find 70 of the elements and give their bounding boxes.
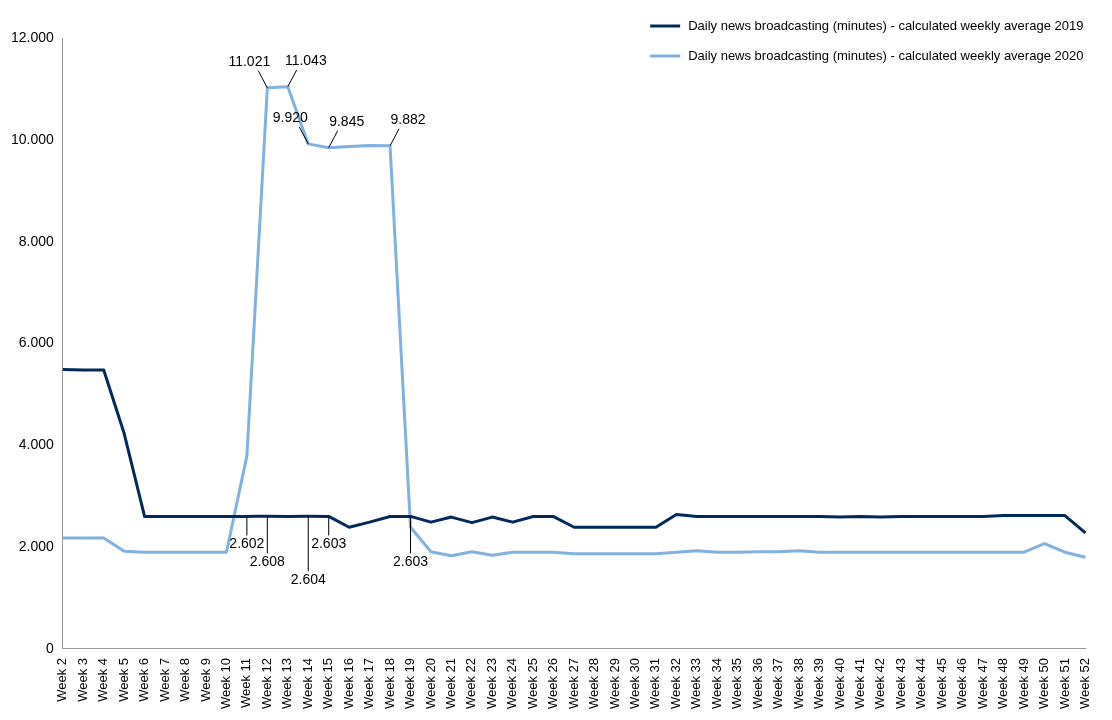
x-tick-label: Week 19	[402, 657, 418, 710]
data-label: 2.604	[290, 571, 326, 588]
x-tick-label: Week 28	[586, 657, 602, 710]
x-tick-label: Week 14	[299, 657, 315, 710]
x-tick-label: Week 13	[279, 657, 295, 710]
data-label: 9.882	[390, 110, 426, 127]
x-tick-label: Week 47	[974, 657, 990, 710]
y-tick-label: 8.000	[18, 232, 55, 249]
x-tick-label: Week 42	[872, 657, 888, 710]
x-tick-label: Week 51	[1056, 657, 1072, 710]
y-tick-label: 6.000	[18, 334, 55, 351]
x-tick-label: Week 21	[442, 657, 458, 710]
x-tick-label: Week 9	[197, 657, 213, 702]
data-label: 2.603	[311, 535, 347, 552]
x-tick-label: Week 39	[811, 657, 827, 710]
x-tick-label: Week 46	[954, 657, 970, 710]
data-label: 11.021	[228, 52, 271, 69]
x-tick-label: Week 10	[218, 657, 234, 710]
x-tick-label: Week 43	[892, 657, 908, 710]
x-tick-label: Week 16	[340, 657, 356, 710]
x-tick-label: Week 33	[688, 657, 704, 710]
x-tick-label: Week 12	[258, 657, 274, 710]
x-tick-label: Week 41	[852, 657, 868, 710]
x-tick-label: Week 49	[1015, 657, 1031, 710]
x-tick-label: Week 11	[238, 657, 254, 709]
x-tick-label: Week 4	[95, 657, 111, 702]
y-tick-label: 4.000	[18, 436, 55, 453]
x-tick-label: Week 36	[749, 657, 765, 710]
x-tick-label: Week 44	[913, 657, 929, 710]
x-tick-label: Week 37	[770, 657, 786, 710]
x-tick-label: Week 20	[422, 657, 438, 710]
x-tick-label: Week 34	[708, 657, 724, 710]
x-tick-label: Week 6	[136, 657, 152, 702]
x-tick-label: Week 17	[361, 657, 377, 710]
x-tick-label: Week 32	[667, 657, 683, 710]
y-tick-label: 0	[46, 639, 55, 656]
x-tick-label: Week 23	[483, 657, 499, 710]
x-tick-label: Week 5	[115, 657, 131, 702]
x-tick-label: Week 52	[1076, 657, 1092, 710]
x-tick-label: Week 38	[790, 657, 806, 710]
x-tick-label: Week 50	[1036, 657, 1052, 710]
x-tick-label: Week 24	[504, 657, 520, 710]
x-tick-label: Week 18	[381, 657, 397, 710]
x-tick-label: Week 22	[463, 657, 479, 710]
data-label: 9.920	[272, 108, 308, 125]
x-tick-label: Week 40	[831, 657, 847, 710]
x-tick-label: Week 3	[74, 657, 90, 702]
x-tick-label: Week 25	[524, 657, 540, 710]
x-tick-label: Week 26	[545, 657, 561, 710]
y-tick-label: 10.000	[10, 130, 55, 147]
legend-label: Daily news broadcasting (minutes) - calculated weekly average 2019	[688, 17, 1084, 33]
x-tick-label: Week 27	[565, 657, 581, 710]
x-tick-label: Week 30	[627, 657, 643, 710]
x-tick-label: Week 2	[54, 657, 70, 702]
x-tick-label: Week 29	[606, 657, 622, 710]
y-tick-label: 12.000	[10, 28, 55, 45]
data-label: 2.602	[229, 535, 265, 552]
x-tick-label: Week 45	[933, 657, 949, 710]
x-tick-label: Week 31	[647, 657, 663, 710]
data-label: 2.603	[392, 553, 429, 570]
y-tick-label: 2.000	[18, 537, 55, 554]
data-label: 11.043	[284, 51, 327, 68]
data-label: 9.845	[329, 112, 365, 129]
x-tick-label: Week 48	[995, 657, 1011, 710]
x-tick-label: Week 7	[156, 657, 172, 702]
x-tick-label: Week 15	[320, 657, 336, 710]
data-label: 2.608	[249, 553, 286, 570]
legend-label: Daily news broadcasting (minutes) - calculated weekly average 2020	[688, 47, 1084, 63]
x-tick-label: Week 8	[177, 657, 193, 702]
x-tick-label: Week 35	[729, 657, 745, 710]
